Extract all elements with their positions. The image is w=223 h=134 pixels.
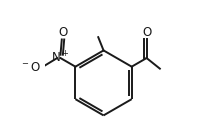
Text: O: O xyxy=(58,26,68,39)
Text: N$^+$: N$^+$ xyxy=(51,50,70,66)
Text: $^-$O: $^-$O xyxy=(20,61,41,74)
Text: O: O xyxy=(143,26,152,39)
